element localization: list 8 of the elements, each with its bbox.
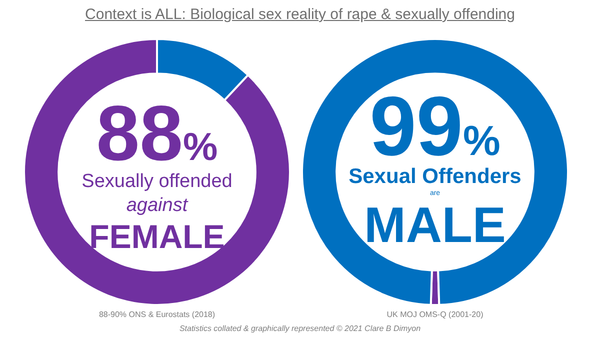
- text: FEMALE: [88, 218, 226, 255]
- text: MALE: [363, 197, 507, 253]
- text: UK MOJ OMS-Q (2001-20): [386, 310, 484, 319]
- text: Sexually offended: [80, 171, 234, 192]
- text: Statistics collated & graphically represented © 2021 Clare B Dimyon: [178, 324, 422, 333]
- chart-title: Context is ALL: Biological sex reality of rape & sexually offending: [84, 6, 516, 23]
- text: 88-90% ONS & Eurostats (2018): [98, 310, 216, 319]
- text: against: [125, 195, 190, 216]
